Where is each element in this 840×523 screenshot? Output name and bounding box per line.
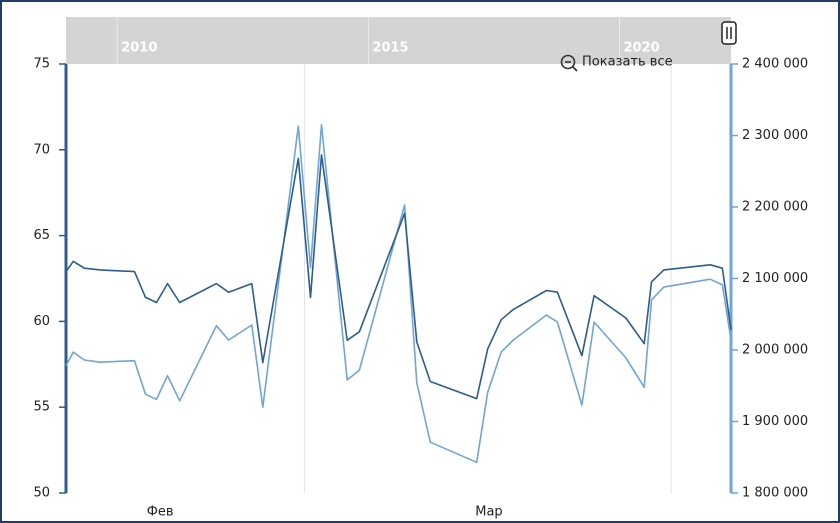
zoom-button[interactable]: Показать все xyxy=(560,54,673,72)
navigator-label: 2020 xyxy=(623,41,659,56)
series-line xyxy=(65,124,732,464)
x-tick-label: Мар xyxy=(475,505,502,520)
y-tick-label: 70 xyxy=(33,142,50,157)
y-tick-label: 55 xyxy=(33,400,50,415)
y-tick-label: 75 xyxy=(33,57,50,72)
y2-tick-label: 2 200 000 xyxy=(742,200,808,215)
x-tick-label: Фев xyxy=(147,505,174,520)
y-tick-label: 50 xyxy=(33,486,50,501)
y2-tick-label: 2 300 000 xyxy=(742,128,808,143)
y-tick-label: 60 xyxy=(33,314,50,329)
navigator-label: 2010 xyxy=(121,41,157,56)
y2-tick-label: 2 000 000 xyxy=(742,343,808,358)
series-line xyxy=(65,154,732,400)
y2-tick-label: 1 900 000 xyxy=(742,414,808,429)
zoom-icon[interactable] xyxy=(560,54,576,70)
navigator-handle xyxy=(721,21,737,45)
y2-tick-label: 1 800 000 xyxy=(742,486,808,501)
y2-tick-label: 2 100 000 xyxy=(742,271,808,286)
navigator-label: 2015 xyxy=(372,41,408,56)
zoom-icon-handle[interactable] xyxy=(572,66,578,72)
navigator-band xyxy=(66,17,731,64)
y2-tick-label: 2 400 000 xyxy=(742,57,808,72)
zoom-button-label[interactable]: Показать все xyxy=(582,55,673,70)
y-tick-label: 65 xyxy=(33,228,50,243)
